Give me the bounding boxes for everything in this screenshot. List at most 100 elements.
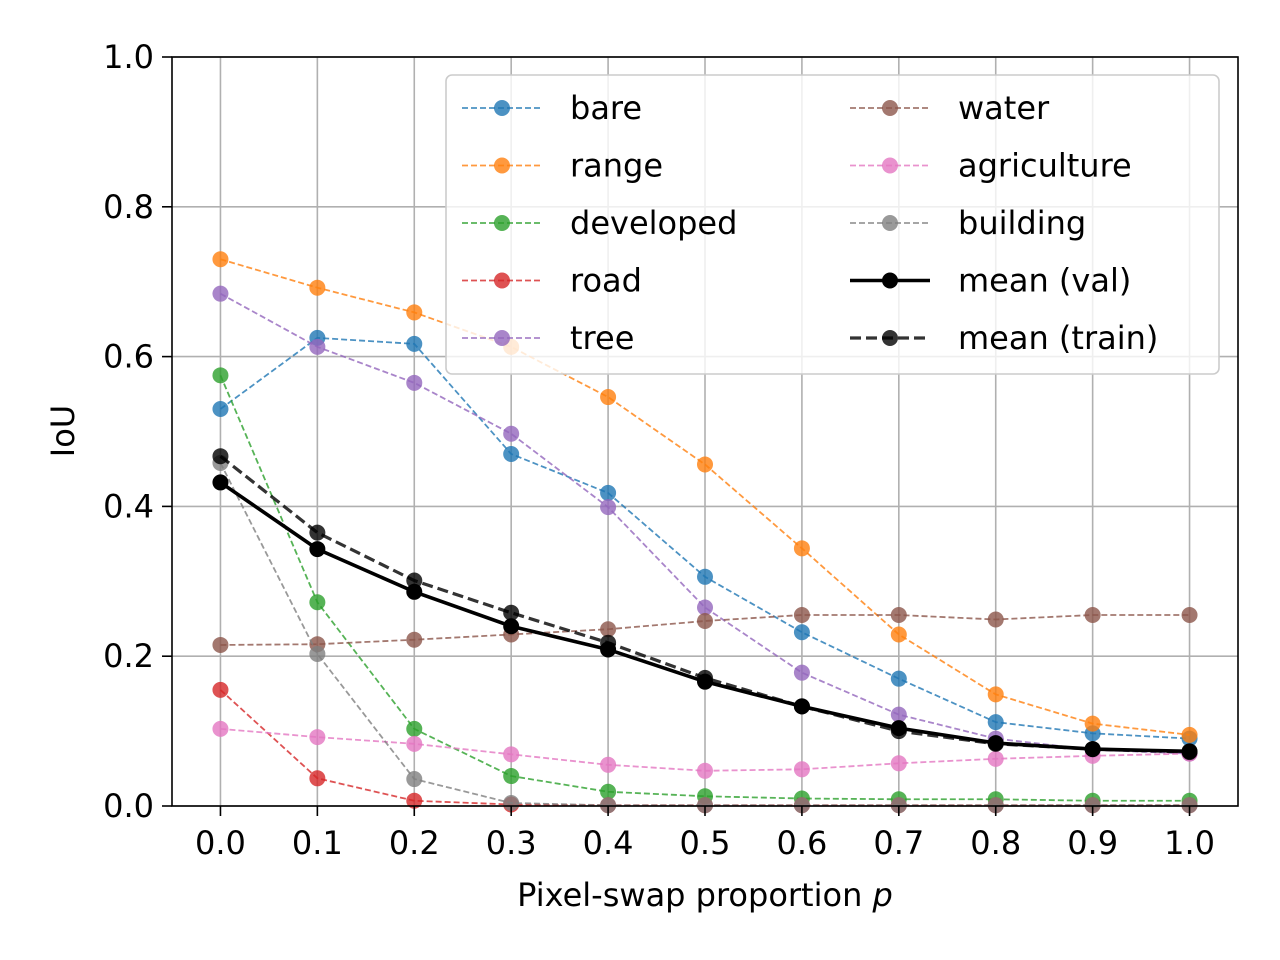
legend-entry-water: water	[850, 89, 1050, 127]
series-range	[212, 251, 1198, 743]
data-point-water	[987, 611, 1004, 628]
data-point-mean-train	[309, 524, 326, 541]
x-tick-label: 0.6	[776, 824, 827, 862]
legend: bare range developed road tree water agricultu…	[445, 74, 1220, 375]
data-point-bare	[890, 670, 907, 687]
data-point-agriculture	[406, 735, 423, 752]
data-point-developed	[309, 594, 326, 611]
data-point-building	[309, 645, 326, 662]
data-point-mean-val	[406, 583, 423, 600]
x-tick-label: 0.9	[1067, 824, 1118, 862]
data-point-mean-train	[1181, 744, 1198, 761]
data-point-range	[600, 389, 617, 406]
x-tick-label: 1.0	[1164, 824, 1215, 862]
data-point-agriculture	[793, 761, 810, 778]
data-point-agriculture	[503, 746, 520, 763]
data-point-mean-train	[890, 723, 907, 740]
data-point-range	[890, 626, 907, 643]
legend-marker-road	[494, 272, 510, 289]
x-tick-label: 0.1	[292, 824, 343, 862]
data-point-tree	[309, 338, 326, 355]
legend-marker-tree	[494, 330, 510, 346]
legend-label-water: water	[958, 89, 1050, 127]
data-point-water	[1084, 607, 1101, 624]
legend-marker-mean-train	[882, 330, 898, 346]
axis-ticks: 0.0 0.1 0.2 0.3 0.4 0.5 0.6 0.7 0.8 0.9 1.0 0.0 0.2 0…	[103, 38, 1215, 862]
data-point-tree	[697, 599, 713, 616]
y-tick-label: 1.0	[103, 38, 154, 76]
legend-label-developed: developed	[570, 204, 737, 242]
y-tick-label: 0.0	[103, 787, 154, 825]
series-water	[212, 607, 1198, 653]
data-point-range	[309, 279, 326, 296]
data-point-road	[309, 770, 326, 787]
data-point-mean-train	[406, 572, 423, 589]
data-point-range	[212, 251, 229, 268]
data-point-bare	[406, 335, 423, 352]
data-point-mean-train	[793, 698, 810, 715]
x-tick-label: 0.0	[195, 824, 246, 862]
series-bare	[212, 329, 1198, 747]
data-point-mean-train	[600, 634, 617, 651]
data-point-tree	[793, 664, 810, 681]
data-point-water	[406, 631, 423, 648]
legend-box	[445, 74, 1220, 375]
data-point-tree	[600, 499, 617, 516]
legend-entry-mean-val: mean (val)	[850, 262, 1131, 300]
legend-marker-building	[882, 215, 898, 231]
data-point-developed	[503, 768, 520, 785]
data-point-tree	[406, 374, 423, 391]
series-line-developed	[219, 374, 1190, 802]
data-point-mean-val	[212, 474, 229, 491]
data-point-bare	[212, 401, 229, 418]
data-point-agriculture	[309, 729, 326, 746]
data-point-bare	[987, 714, 1004, 731]
data-point-agriculture	[212, 720, 229, 737]
data-point-water	[793, 607, 810, 624]
data-point-road	[406, 792, 423, 809]
legend-label-range: range	[570, 147, 663, 185]
series-mean-train	[212, 448, 1198, 761]
data-point-mean-train	[987, 735, 1004, 752]
data-point-water	[600, 621, 617, 638]
x-tick-label: 0.4	[583, 824, 634, 862]
legend-label-bare: bare	[570, 89, 642, 127]
data-point-mean-train	[212, 448, 229, 465]
data-point-mean-train	[1084, 741, 1101, 758]
data-point-tree	[212, 285, 229, 302]
legend-label-tree: tree	[570, 319, 634, 357]
data-point-water	[697, 612, 713, 629]
data-point-water	[1181, 607, 1198, 624]
legend-marker-range	[494, 157, 510, 174]
data-point-building	[406, 771, 423, 788]
legend-marker-developed	[494, 215, 510, 231]
legend-entry-road: road	[462, 262, 642, 300]
data-point-agriculture	[600, 756, 617, 773]
data-point-developed	[212, 367, 229, 384]
data-point-bare	[697, 568, 713, 585]
legend-label-building: building	[958, 204, 1086, 242]
legend-marker-agriculture	[882, 157, 898, 174]
x-tick-label: 0.5	[680, 824, 731, 862]
legend-entry-range: range	[462, 147, 663, 185]
data-point-bare	[600, 484, 617, 501]
data-point-range	[987, 686, 1004, 703]
legend-entry-developed: developed	[462, 204, 737, 242]
data-point-bare	[793, 624, 810, 641]
x-tick-label: 0.8	[970, 824, 1021, 862]
data-point-agriculture	[987, 750, 1004, 767]
legend-entry-agriculture: agriculture	[850, 147, 1132, 185]
legend-label-road: road	[570, 262, 642, 300]
legend-entry-tree: tree	[462, 319, 634, 357]
data-point-mean-val	[503, 618, 520, 635]
y-tick-label: 0.4	[103, 487, 154, 525]
legend-entry-mean-train: mean (train)	[850, 319, 1158, 357]
x-axis-variable: p	[872, 876, 893, 914]
x-tick-label: 0.2	[389, 824, 440, 862]
data-point-range	[406, 304, 423, 321]
data-point-mean-train	[697, 669, 713, 686]
data-point-road	[212, 681, 229, 698]
data-point-tree	[503, 425, 520, 442]
legend-entry-bare: bare	[462, 89, 642, 127]
